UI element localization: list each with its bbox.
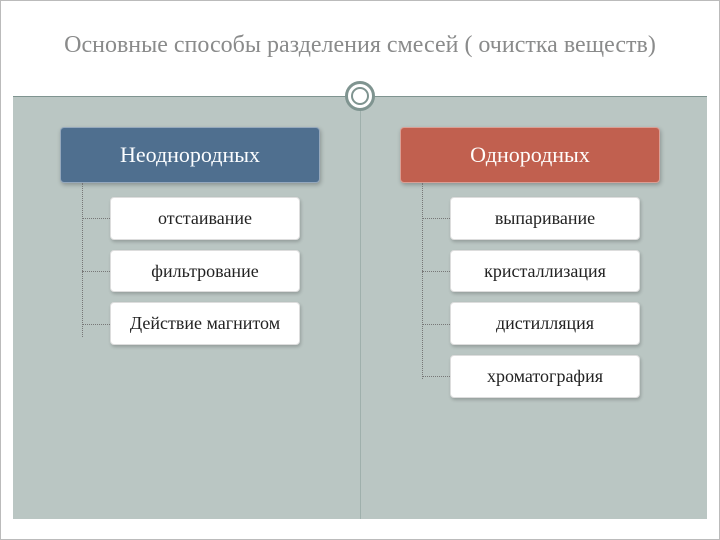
connector [82,324,110,325]
list-item: кристаллизация [400,250,660,293]
column-heterogeneous: Неоднородных отстаивание фильтрование Де… [40,127,340,499]
page-title: Основные способы разделения смесей ( очи… [64,31,656,60]
list-item: хроматография [400,355,660,398]
list-item: дистилляция [400,302,660,345]
method-box: отстаивание [110,197,300,240]
circle-icon [345,81,375,111]
connector [82,218,110,219]
method-box: фильтрование [110,250,300,293]
connector [82,271,110,272]
tree-heterogeneous: отстаивание фильтрование Действие магнит… [60,197,320,355]
connector [422,218,450,219]
title-area: Основные способы разделения смесей ( очи… [1,1,719,89]
header-homogeneous: Однородных [400,127,660,183]
circle-inner-icon [351,87,369,105]
method-box: выпаривание [450,197,640,240]
method-box: дистилляция [450,302,640,345]
connector [422,324,450,325]
connector [422,271,450,272]
connector [422,376,450,377]
column-homogeneous: Однородных выпаривание кристаллизация ди… [380,127,680,499]
list-item: выпаривание [400,197,660,240]
method-box: хроматография [450,355,640,398]
header-heterogeneous: Неоднородных [60,127,320,183]
slide: Основные способы разделения смесей ( очи… [0,0,720,540]
tree-homogeneous: выпаривание кристаллизация дистилляция х… [400,197,660,408]
method-box: Действие магнитом [110,302,300,345]
vertical-divider [360,97,361,519]
content-panel: Неоднородных отстаивание фильтрование Де… [13,97,707,519]
list-item: отстаивание [60,197,320,240]
list-item: Действие магнитом [60,302,320,345]
method-box: кристаллизация [450,250,640,293]
list-item: фильтрование [60,250,320,293]
ring-ornament [1,81,719,111]
